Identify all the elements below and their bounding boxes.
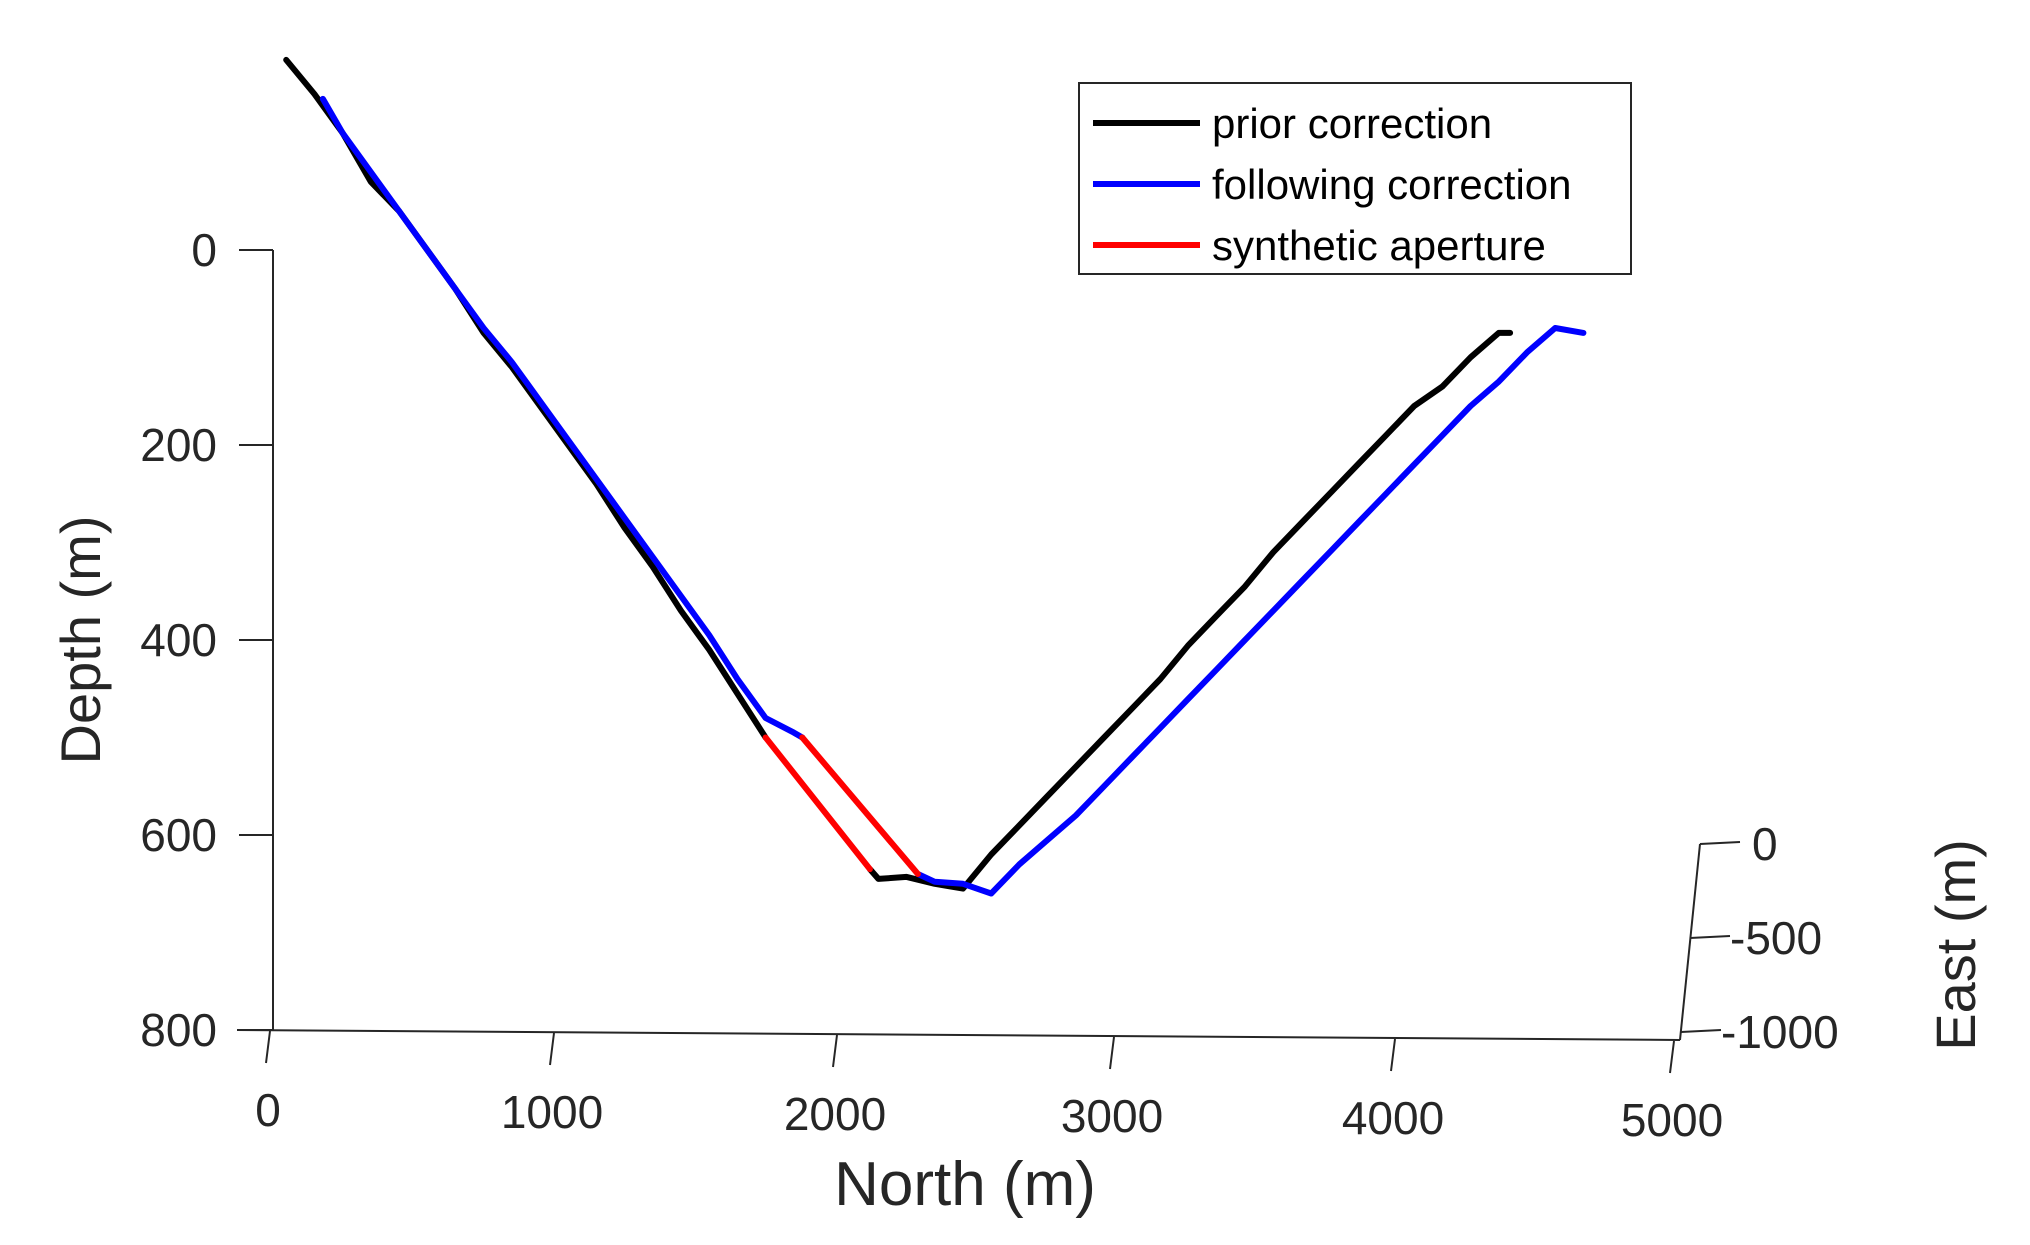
east-tick-label: -1000 [1721, 1006, 1839, 1058]
depth-tick-label: 200 [140, 419, 217, 471]
legend-label: synthetic aperture [1212, 222, 1546, 269]
north-tick [549, 1032, 555, 1066]
north-tick-label: 5000 [1621, 1094, 1723, 1146]
north-tick [1109, 1036, 1115, 1070]
east-axis-line [1679, 843, 1701, 1041]
depth-tick-label: 800 [140, 1004, 217, 1056]
north-tick [1390, 1038, 1396, 1072]
east-tick-label: 0 [1752, 818, 1778, 870]
east-tick [1680, 1029, 1722, 1033]
series-line-prior-correction [866, 329, 1514, 892]
north-tick-label: 2000 [784, 1088, 886, 1140]
north-tick-label: 1000 [501, 1086, 603, 1138]
series-line-following-correction [319, 95, 806, 741]
legend-label: prior correction [1212, 100, 1492, 147]
north-axis-label: North (m) [834, 1150, 1096, 1219]
north-tick [832, 1034, 838, 1068]
series-line-prior-correction [283, 56, 769, 741]
north-tick-label: 3000 [1061, 1090, 1163, 1142]
legend: prior correction following correction synt… [1078, 82, 1632, 275]
east-tick [1689, 935, 1731, 939]
north-tick [1669, 1040, 1675, 1074]
axes-group: 0 200 400 600 800 0 1000 2000 3000 4000 5000 0 -500 -… [49, 224, 1987, 1219]
north-tick-label: 0 [255, 1084, 281, 1136]
east-axis-label: East (m) [1924, 839, 1987, 1051]
north-axis-line [236, 1029, 1681, 1041]
east-tick [1699, 841, 1741, 845]
legend-label: following correction [1212, 161, 1572, 208]
depth-axis-label: Depth (m) [49, 516, 112, 765]
east-tick-label: -500 [1730, 912, 1822, 964]
series-line-following-correction [914, 325, 1587, 897]
plot-lines-group [283, 56, 1587, 897]
series-line-synthetic-aperture [762, 734, 873, 873]
depth-tick-label: 600 [140, 809, 217, 861]
depth-tick-label: 0 [191, 224, 217, 276]
depth-tick-label: 400 [140, 614, 217, 666]
series-line-synthetic-aperture [799, 734, 921, 877]
north-tick [265, 1030, 271, 1064]
north-tick-label: 4000 [1342, 1092, 1444, 1144]
